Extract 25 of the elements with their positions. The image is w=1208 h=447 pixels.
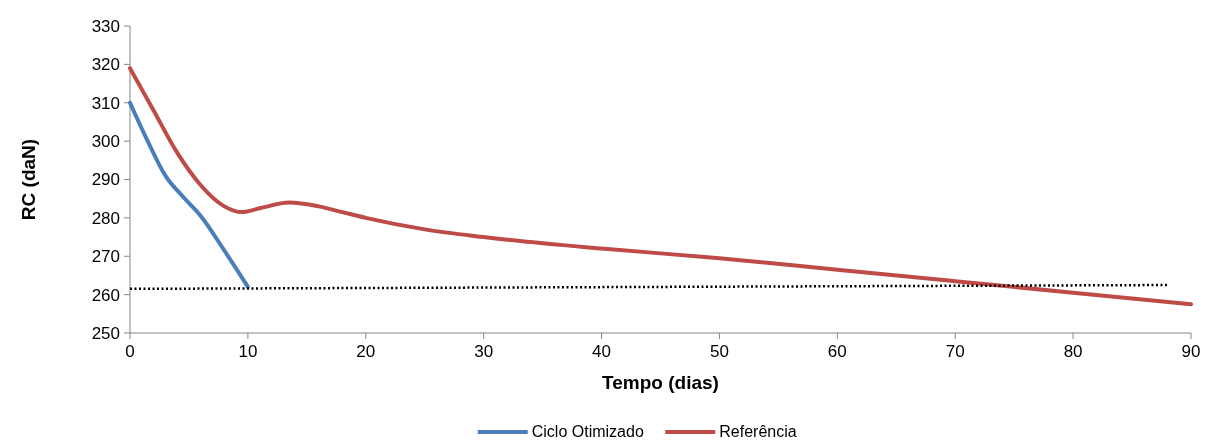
y-tick-label: 300 [91,132,120,152]
y-tick-label: 260 [91,285,120,305]
x-tick-label: 90 [1181,342,1201,361]
y-tick-label: 270 [91,247,120,267]
x-tick-label: 30 [474,342,494,361]
x-tick-label: 20 [356,342,376,361]
x-tick-label: 50 [709,342,729,361]
line-series [128,66,1193,307]
y-axis-title: RC (daN) [18,138,39,221]
y-tick-label: 320 [91,55,120,75]
line-series [128,100,250,289]
x-tick-label: 70 [945,342,965,361]
y-tick-label: 280 [91,208,120,228]
x-tick-label: 10 [238,342,258,361]
x-tick-label: 60 [827,342,847,361]
y-tick-label: 250 [91,323,120,343]
x-tick-label: 0 [125,342,135,361]
legend-label: Ciclo Otimizado [531,423,644,440]
y-tick-label: 310 [91,93,120,113]
y-tick-label: 330 [91,16,120,36]
legend-label: Referência [719,423,797,440]
y-tick-label: 290 [91,170,120,190]
x-axis-title: Tempo (dias) [602,372,719,393]
x-tick-label: 40 [592,342,612,361]
x-tick-label: 80 [1063,342,1083,361]
